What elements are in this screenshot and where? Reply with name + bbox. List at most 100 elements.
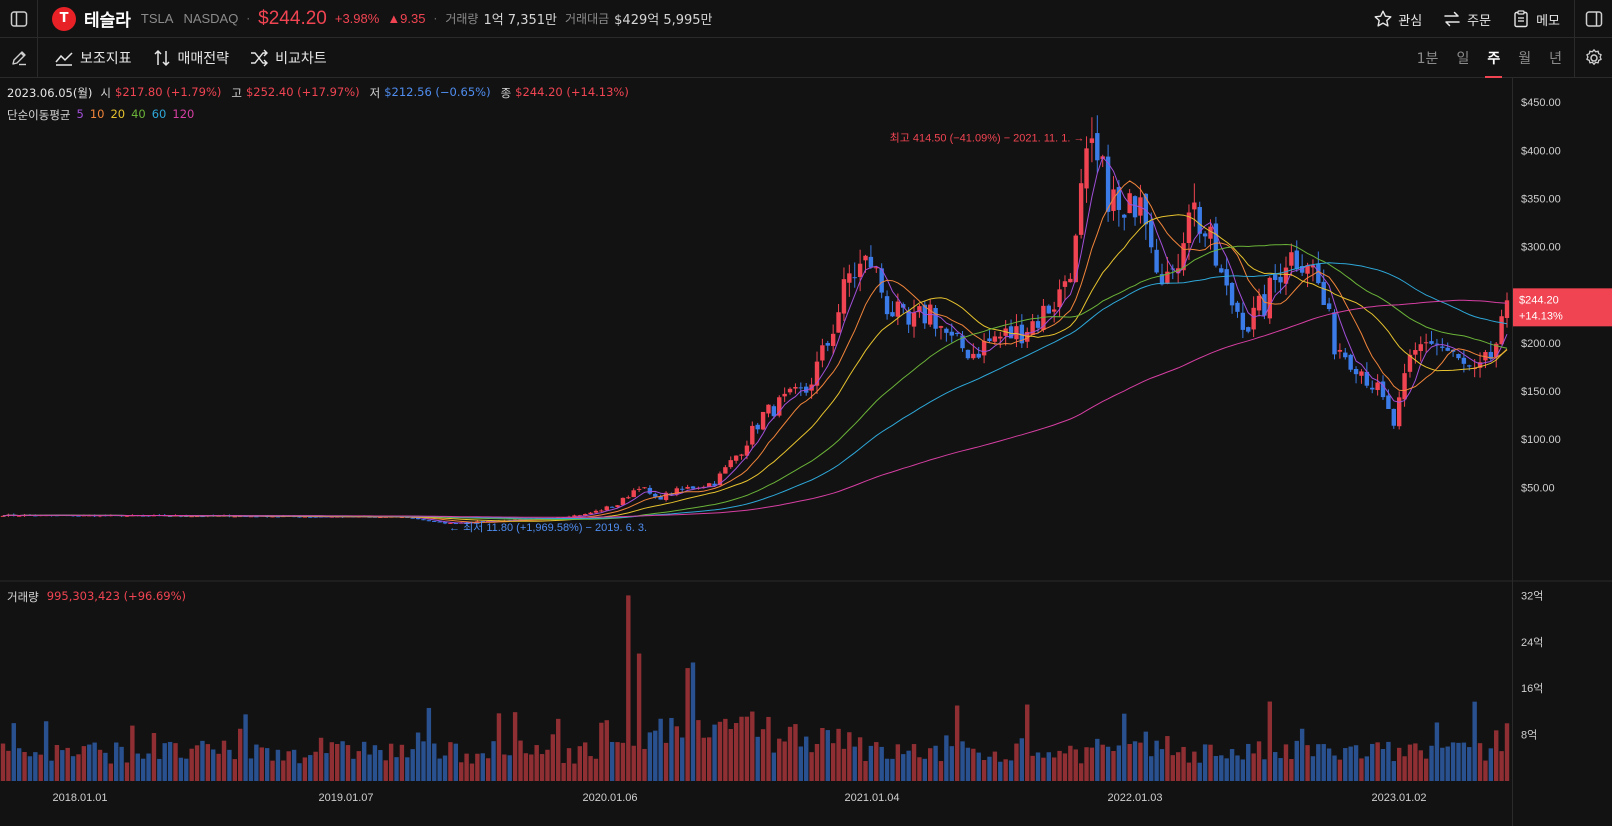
sidebar-icon: [10, 10, 27, 27]
tab-1min[interactable]: 1분: [1416, 51, 1439, 67]
candle-body: [1159, 274, 1165, 285]
volume-bar: [43, 721, 49, 781]
volume-bar: [1504, 723, 1510, 781]
candle-body: [1488, 351, 1494, 359]
volume-bar: [1186, 762, 1192, 781]
volume-bar: [642, 748, 647, 781]
volume-bar: [378, 750, 383, 781]
candle-body: [1456, 354, 1461, 359]
volume-bar: [599, 722, 604, 781]
right-panel-toggle-button[interactable]: [1574, 0, 1612, 38]
volume-bar: [539, 754, 545, 781]
volume-bar: [275, 749, 281, 781]
ma-20: 20: [110, 107, 126, 121]
candle-body: [367, 516, 372, 518]
volume-bar: [302, 757, 308, 781]
volume-bar: [1208, 744, 1213, 781]
volume-bar: [189, 748, 194, 781]
volume-bar: [739, 716, 744, 781]
volume-bar: [1413, 743, 1418, 781]
candle-body: [663, 492, 669, 500]
candle-body: [760, 411, 766, 430]
candle-body: [960, 335, 965, 349]
volume-bar: [1337, 759, 1343, 781]
candle-body: [1353, 369, 1359, 375]
candle-body: [421, 519, 426, 521]
volume-bar: [97, 749, 103, 781]
volume-bar: [906, 750, 911, 781]
volume-bar: [1025, 704, 1030, 781]
candle-body: [949, 331, 954, 336]
volume-bar: [561, 762, 566, 781]
candles: [0, 115, 1510, 525]
candle-body: [1370, 387, 1375, 390]
volume-bar: [405, 757, 410, 781]
volume-bar: [1181, 746, 1186, 781]
volume-bar: [588, 756, 593, 781]
candle-body: [275, 516, 281, 518]
candle-body: [793, 386, 798, 389]
shuffle-icon: [251, 49, 269, 66]
strategy-button[interactable]: 매매전략: [152, 48, 229, 68]
volume-bar: [1202, 744, 1208, 781]
candle-body: [723, 467, 728, 474]
volume-bar: [264, 748, 270, 781]
order-button[interactable]: 주문: [1442, 9, 1491, 29]
change-amount: ▲9.35: [387, 11, 426, 26]
tab-monthly[interactable]: 월: [1518, 51, 1532, 67]
volume-bar: [1348, 746, 1353, 781]
ma-legend-label: 단순이동평균: [7, 108, 71, 122]
candle-body: [1396, 397, 1402, 427]
candle-body: [1294, 250, 1299, 270]
indicator-button[interactable]: 보조지표: [54, 48, 132, 68]
candle-body: [1008, 326, 1014, 339]
change-percent: +3.98%: [334, 11, 380, 26]
watchlist-label: 관심: [1398, 13, 1423, 29]
candle-body: [976, 353, 981, 358]
candle-body: [1035, 321, 1041, 328]
volume-bar: [556, 718, 561, 781]
candle-body: [480, 521, 485, 523]
compare-button[interactable]: 비교차트: [249, 48, 327, 68]
settings-button[interactable]: [1574, 38, 1612, 78]
volume-bar: [534, 745, 539, 781]
volume-bar: [173, 743, 178, 781]
volume-bar: [1273, 752, 1278, 781]
volume-bar: [151, 733, 157, 781]
sidebar-toggle-button[interactable]: [0, 0, 38, 38]
candle-body: [911, 312, 917, 327]
candle-body: [712, 483, 717, 486]
volume-bar: [351, 758, 356, 781]
volume-bar: [1407, 744, 1413, 781]
volume-bar: [65, 747, 70, 781]
watchlist-button[interactable]: 관심: [1373, 9, 1422, 29]
candle-body: [1219, 268, 1224, 273]
tab-weekly[interactable]: 주: [1485, 38, 1503, 78]
volume-bar: [1396, 747, 1402, 781]
volume-bar: [475, 753, 480, 781]
volume-bar: [1213, 756, 1219, 781]
price-tick-label: $200.00: [1521, 338, 1561, 350]
volume-bar: [507, 755, 512, 781]
volume-bar: [1138, 742, 1143, 781]
price-chart[interactable]: 최고 414.50 (−41.09%) − 2021. 11. 1. → ← 최저…: [0, 78, 1612, 826]
memo-button[interactable]: 메모: [1511, 9, 1560, 29]
candle-body: [674, 488, 680, 495]
tab-daily[interactable]: 일: [1456, 51, 1470, 67]
volume-bar: [529, 754, 534, 781]
volume-bar: [437, 758, 442, 781]
candle-body: [992, 336, 998, 342]
draw-button[interactable]: [0, 37, 38, 78]
volume-bar: [388, 743, 394, 781]
candle-body: [938, 326, 944, 328]
stock-ticker: TSLA: [140, 11, 174, 26]
volume-bar: [308, 755, 313, 781]
volume-bar: [286, 751, 291, 781]
candle-body: [609, 506, 615, 508]
candle-body: [615, 505, 620, 508]
tab-yearly[interactable]: 년: [1549, 51, 1562, 67]
volume-bar: [1051, 757, 1057, 781]
volume-bar: [1240, 759, 1246, 781]
candle-body: [1154, 249, 1159, 273]
candle-body: [1068, 278, 1073, 283]
